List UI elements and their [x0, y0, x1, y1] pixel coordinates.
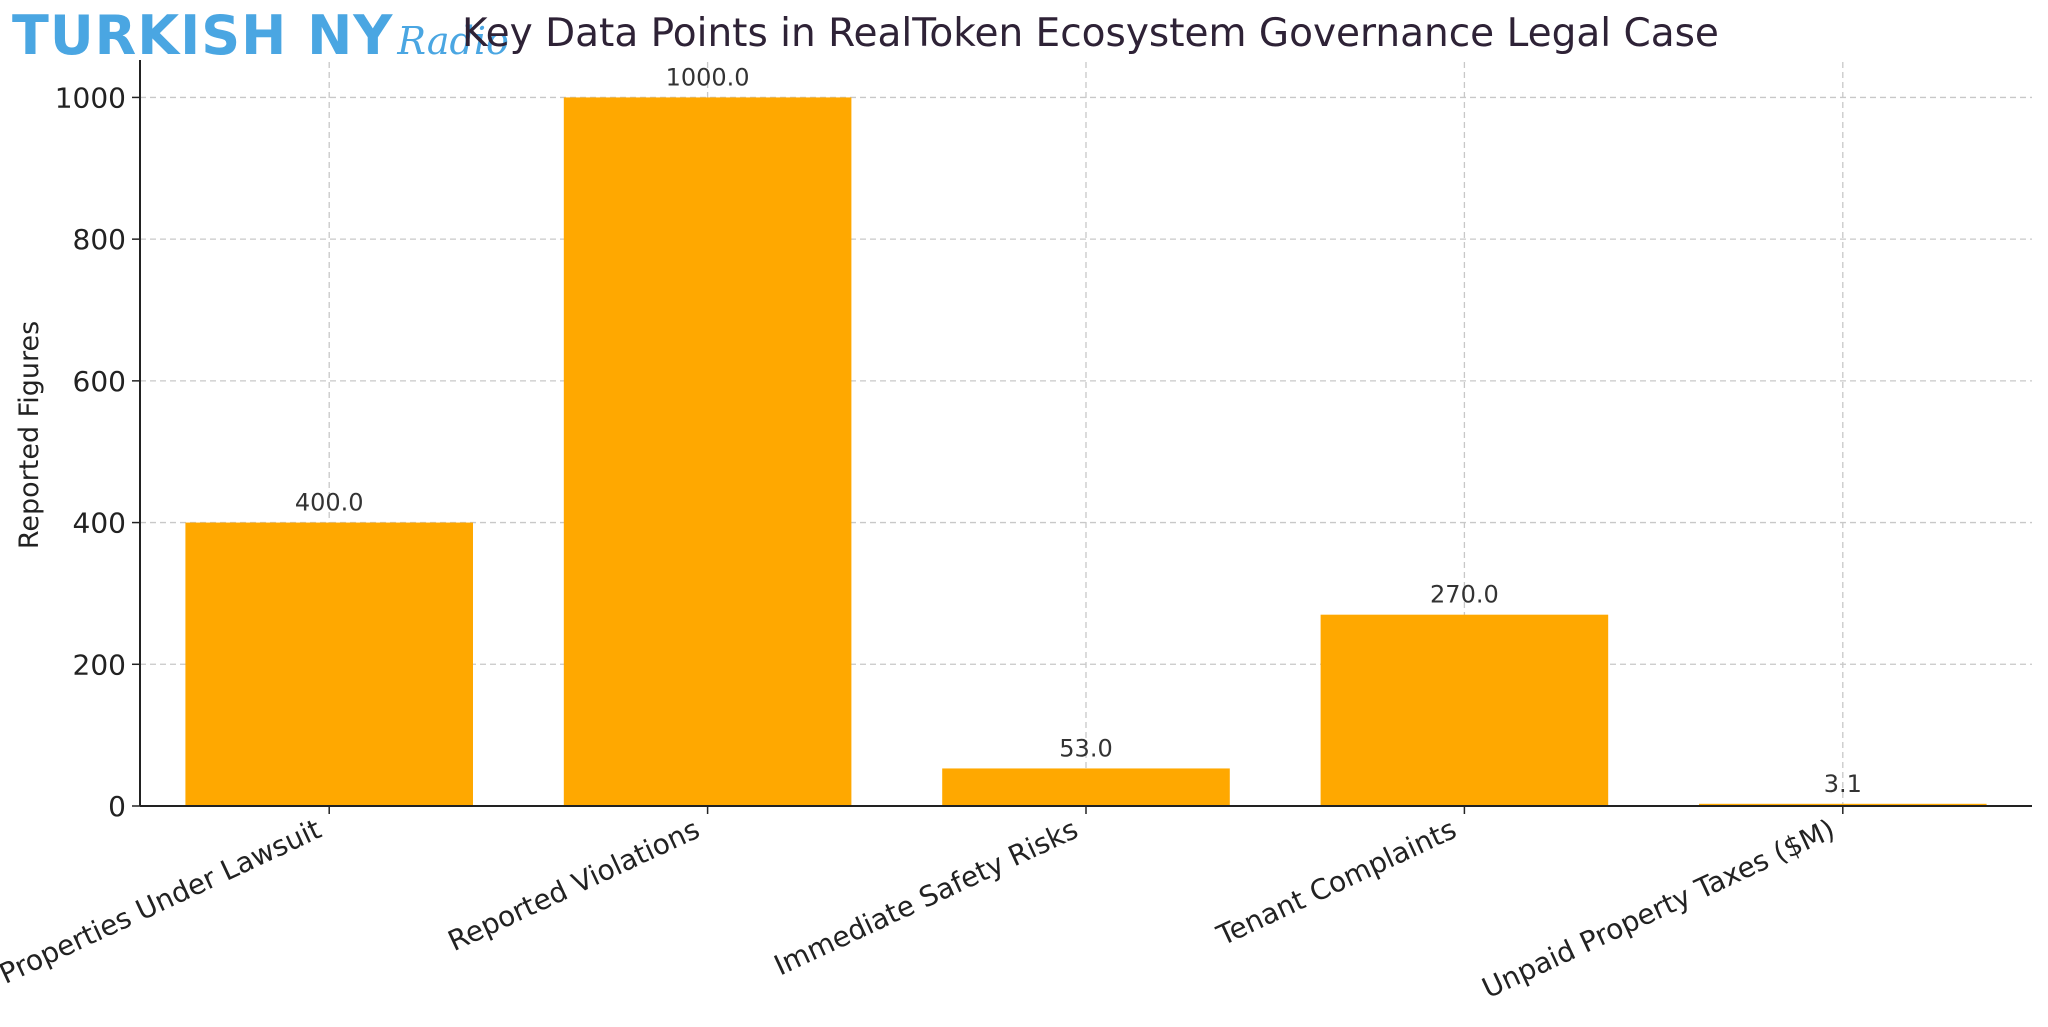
- y-tick-label: 800: [73, 223, 126, 256]
- y-axis-label: Reported Figures: [14, 321, 45, 549]
- axes: [132, 60, 2032, 814]
- data-label: 1000.0: [666, 63, 750, 91]
- x-tick-label: Tenant Complaints: [1211, 812, 1461, 952]
- data-label: 3.1: [1824, 770, 1862, 798]
- x-tick-label: Unpaid Property Taxes ($M): [1477, 812, 1840, 1005]
- logo-script-text: Radio: [397, 19, 509, 63]
- bar: [1699, 803, 1987, 806]
- bar: [563, 97, 852, 806]
- data-label: 400.0: [295, 489, 364, 517]
- y-tick-label: 200: [73, 648, 126, 681]
- chart-title: Key Data Points in RealToken Ecosystem G…: [462, 11, 1719, 56]
- logo-main-text: TURKISH NY: [12, 4, 394, 67]
- x-tick-label: Reported Violations: [443, 812, 705, 957]
- data-label: 270.0: [1430, 581, 1499, 609]
- bars: [185, 97, 1987, 806]
- x-tick-label: Properties Under Lawsuit: [0, 812, 326, 990]
- bar: [942, 768, 1230, 806]
- y-tick-label: 400: [73, 507, 126, 540]
- data-label: 53.0: [1059, 734, 1112, 762]
- logo: TURKISH NY Radio: [12, 6, 509, 66]
- y-tick-label: 0: [108, 790, 126, 823]
- bar: [1320, 614, 1609, 806]
- y-tick-label: 1000: [55, 81, 126, 114]
- bar: [185, 522, 473, 806]
- y-tick-label: 600: [73, 365, 126, 398]
- x-tick-label: Immediate Safety Risks: [769, 812, 1083, 982]
